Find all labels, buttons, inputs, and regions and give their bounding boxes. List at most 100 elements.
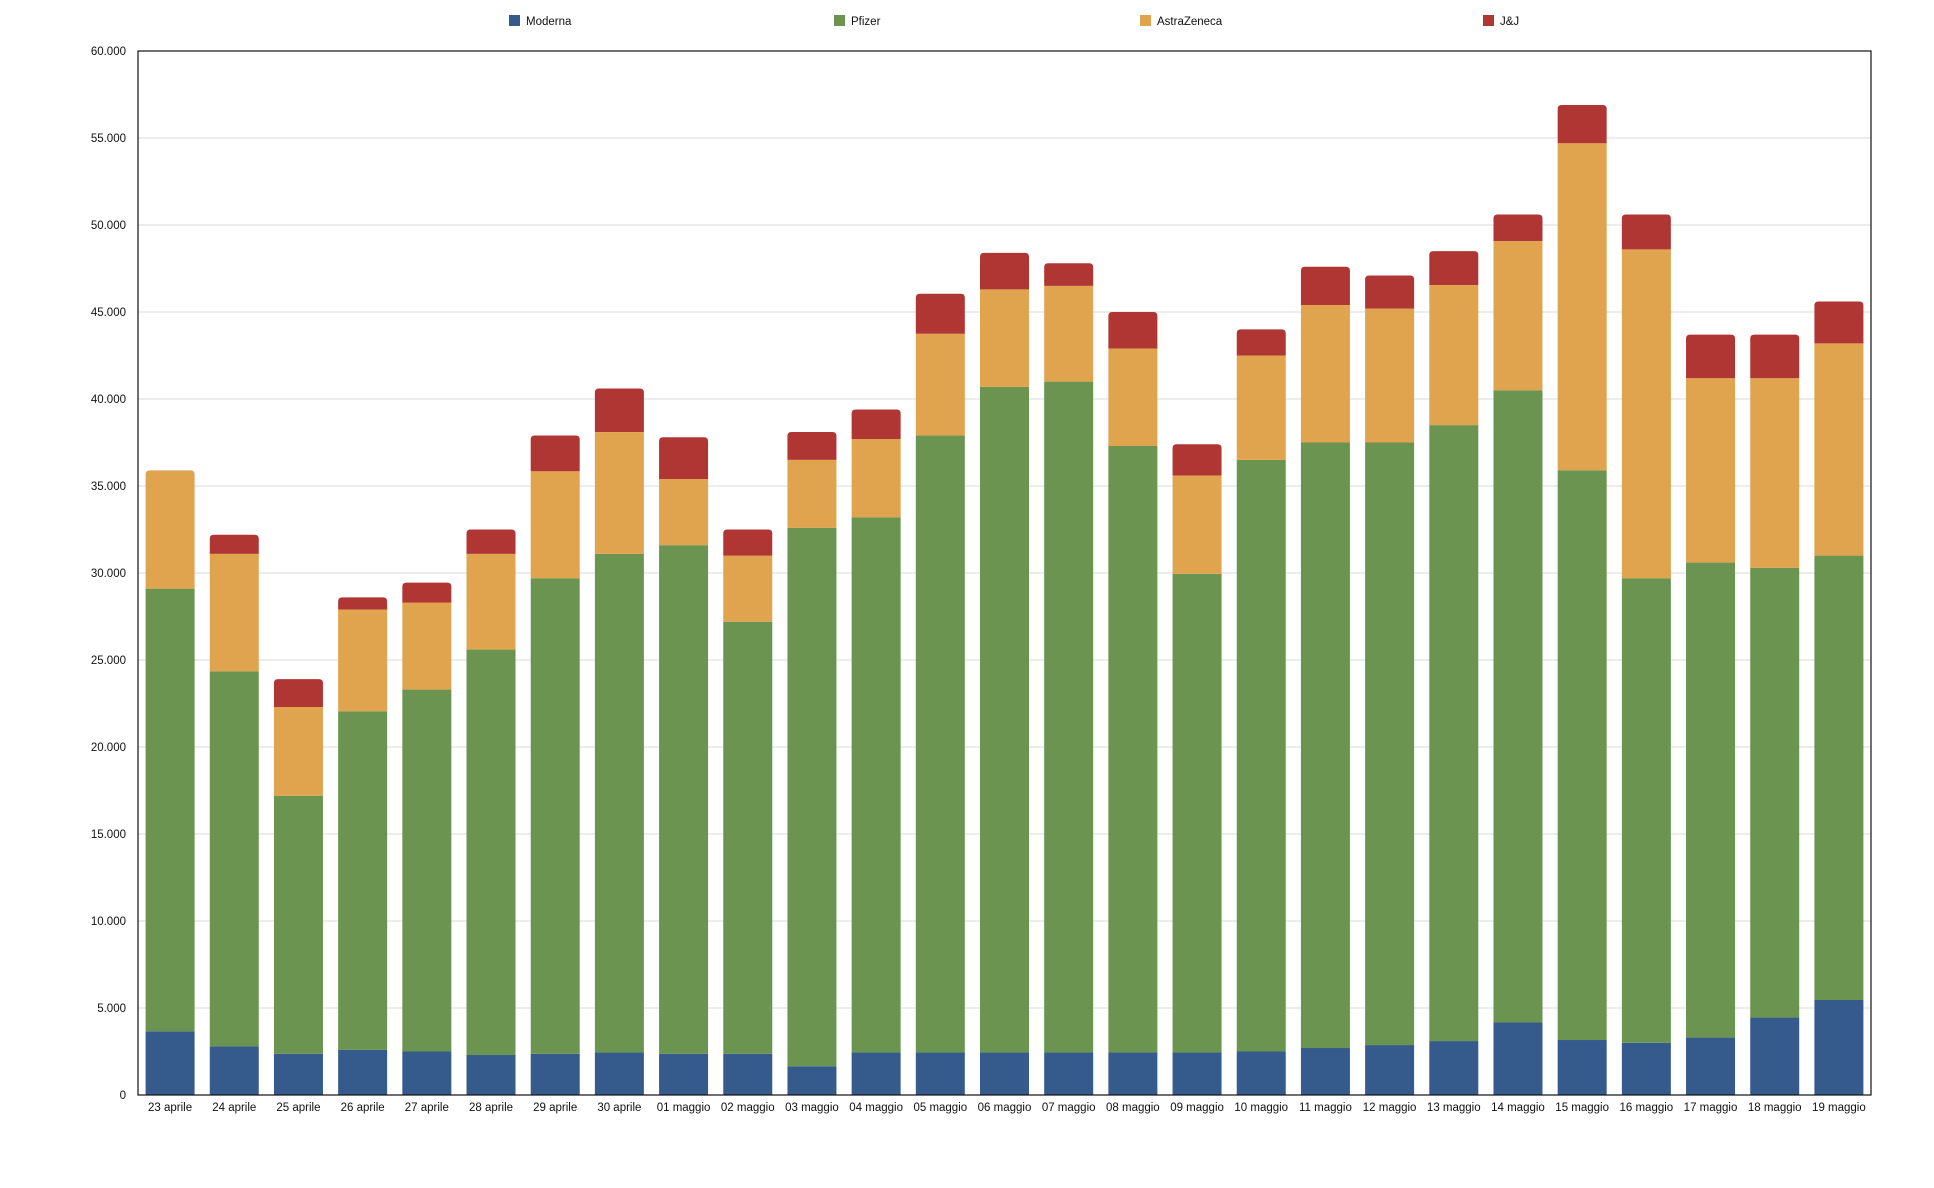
bar-segment-astrazeneca — [1365, 308, 1415, 443]
bar-segment-jj — [1108, 312, 1158, 349]
bar-segment-moderna — [723, 1053, 773, 1095]
bar-segment-astrazeneca — [1429, 285, 1479, 426]
bar-segment-jj — [659, 437, 709, 480]
y-tick-label: 0 — [120, 1090, 126, 1102]
y-tick-label: 25.000 — [91, 655, 126, 667]
x-tick-label: 23 aprile — [148, 1102, 192, 1114]
bar-segment-pfizer — [1750, 567, 1800, 1018]
x-tick-label: 29 aprile — [533, 1102, 577, 1114]
bar-segment-astrazeneca — [1108, 348, 1158, 446]
bar-segment-pfizer — [787, 527, 837, 1067]
bar-segment-moderna — [530, 1053, 580, 1095]
bar-segment-astrazeneca — [1621, 249, 1671, 579]
bar-segment-astrazeneca — [723, 555, 773, 622]
bar-segment-moderna — [1493, 1022, 1543, 1095]
bar-segment-jj — [273, 679, 323, 707]
bar-segment-pfizer — [980, 386, 1029, 1053]
bars — [145, 104, 1864, 1095]
bar-segment-moderna — [273, 1053, 323, 1095]
bar-segment-moderna — [1365, 1045, 1415, 1095]
bar-segment-pfizer — [466, 649, 516, 1055]
bar-segment-pfizer — [851, 517, 901, 1053]
bar-segment-jj — [980, 252, 1029, 290]
y-tick-label: 5.000 — [97, 1003, 126, 1015]
x-tick-label: 30 aprile — [597, 1102, 641, 1114]
bar-segment-astrazeneca — [659, 479, 709, 546]
bar-segment-moderna — [1236, 1051, 1286, 1095]
bar-segment-moderna — [1750, 1017, 1800, 1095]
y-tick-label: 40.000 — [91, 394, 126, 406]
legend-swatch-astrazeneca — [1140, 15, 1151, 26]
bar-segment-astrazeneca — [1236, 355, 1286, 460]
bar-segment-pfizer — [209, 671, 259, 1047]
x-tick-label: 06 maggio — [978, 1102, 1032, 1114]
y-tick-label: 10.000 — [91, 916, 126, 928]
bar-segment-jj — [1429, 251, 1479, 286]
bar-segment-moderna — [1108, 1052, 1158, 1095]
x-tick-label: 07 maggio — [1042, 1102, 1096, 1114]
legend-swatch-moderna — [509, 15, 520, 26]
bar-segment-pfizer — [915, 435, 965, 1053]
bar-segment-jj — [851, 409, 901, 440]
legend-label: Pfizer — [851, 16, 881, 28]
bar-segment-pfizer — [1365, 442, 1415, 1046]
x-tick-label: 14 maggio — [1491, 1102, 1545, 1114]
bar-segment-jj — [1493, 214, 1543, 242]
bar-segment-pfizer — [1621, 578, 1671, 1043]
bar-segment-astrazeneca — [1750, 378, 1800, 568]
legend-label: J&J — [1500, 16, 1519, 28]
bar-segment-pfizer — [145, 588, 195, 1032]
y-tick-label: 45.000 — [91, 307, 126, 319]
bar-segment-jj — [1557, 104, 1607, 144]
y-tick-label: 60.000 — [91, 46, 126, 58]
bar-segment-moderna — [1814, 999, 1864, 1095]
bar-segment-astrazeneca — [273, 706, 323, 796]
y-axis-ticks: 0 5.000 10.000 15.000 20.000 25.000 30.000 35.0… — [91, 46, 126, 1102]
bar-segment-astrazeneca — [1557, 143, 1607, 471]
bar-segment-pfizer — [1236, 459, 1286, 1052]
bar-segment-astrazeneca — [1172, 475, 1222, 574]
bar-segment-jj — [209, 534, 259, 554]
bar-segment-pfizer — [338, 711, 388, 1050]
bar-segment-jj — [594, 388, 644, 433]
x-axis-ticks: 23 aprile 24 aprile 25 aprile 26 aprile 27 a… — [148, 1102, 1866, 1114]
bar-segment-moderna — [1044, 1052, 1094, 1095]
bar-segment-astrazeneca — [1814, 343, 1864, 556]
bar-segment-jj — [402, 582, 452, 603]
bar-segment-moderna — [338, 1049, 388, 1095]
bar-segment-moderna — [209, 1046, 259, 1095]
bar-segment-jj — [1814, 301, 1864, 344]
bar-segment-jj — [1300, 266, 1350, 306]
bar-segment-astrazeneca — [915, 333, 965, 436]
bar-segment-astrazeneca — [1686, 378, 1736, 563]
bar-segment-moderna — [1557, 1040, 1607, 1095]
bar-segment-moderna — [466, 1054, 516, 1095]
bar-segment-jj — [1172, 444, 1222, 476]
bar-segment-jj — [338, 597, 388, 610]
bar-segment-jj — [1365, 275, 1415, 309]
x-tick-label: 09 maggio — [1170, 1102, 1224, 1114]
bar-segment-moderna — [1621, 1042, 1671, 1095]
bar-segment-jj — [530, 435, 580, 472]
bar-segment-moderna — [915, 1052, 965, 1095]
bar-segment-pfizer — [1686, 562, 1736, 1038]
bar-segment-moderna — [1172, 1052, 1222, 1095]
bar-segment-jj — [1236, 329, 1286, 356]
x-tick-label: 12 maggio — [1363, 1102, 1417, 1114]
x-tick-label: 18 maggio — [1748, 1102, 1802, 1114]
x-tick-label: 13 maggio — [1427, 1102, 1481, 1114]
bar-segment-pfizer — [1108, 445, 1158, 1053]
bar-segment-jj — [915, 293, 965, 334]
bar-segment-astrazeneca — [466, 553, 516, 650]
x-tick-label: 08 maggio — [1106, 1102, 1160, 1114]
bar-segment-moderna — [787, 1066, 837, 1095]
bar-segment-astrazeneca — [787, 459, 837, 528]
bar-segment-pfizer — [659, 545, 709, 1054]
bar-segment-moderna — [145, 1031, 195, 1095]
y-tick-label: 15.000 — [91, 829, 126, 841]
x-tick-label: 27 aprile — [405, 1102, 449, 1114]
y-tick-label: 35.000 — [91, 481, 126, 493]
x-tick-label: 28 aprile — [469, 1102, 513, 1114]
bar-segment-astrazeneca — [851, 439, 901, 518]
bar-segment-astrazeneca — [1493, 241, 1543, 391]
